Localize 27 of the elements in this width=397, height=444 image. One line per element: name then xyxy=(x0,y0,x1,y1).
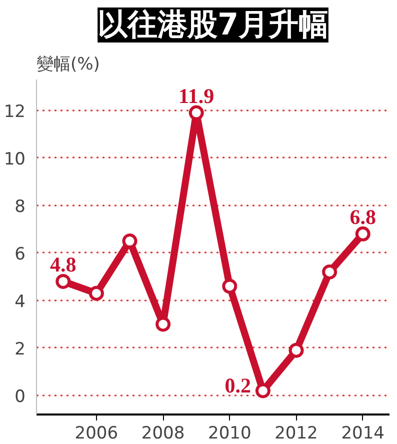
x-tick-label: 2012 xyxy=(274,424,318,444)
point xyxy=(322,264,338,280)
point xyxy=(56,274,71,289)
y-tick-label: 4 xyxy=(14,292,26,312)
point xyxy=(355,226,370,242)
data-label: 6.8 xyxy=(350,204,376,229)
y-tick-label: 8 xyxy=(14,196,26,217)
point xyxy=(88,286,104,301)
y-axis-title: 變幅(%) xyxy=(36,54,100,74)
y-tick-label: 12 xyxy=(4,102,26,122)
point xyxy=(288,342,304,358)
chart-title: 以往港股7月升幅 xyxy=(98,8,328,42)
x-tick-label: 2014 xyxy=(341,424,384,444)
point xyxy=(156,316,171,332)
data-label: 4.8 xyxy=(50,252,76,276)
data-label: 0.2 xyxy=(224,374,251,398)
y-tick-label: 10 xyxy=(4,149,26,170)
point xyxy=(255,383,270,398)
x-tick-label: 2010 xyxy=(208,424,252,444)
x-tick-label: 2006 xyxy=(74,424,118,444)
data-label: 11.9 xyxy=(178,84,214,108)
y-tick-label: 0 xyxy=(14,386,26,407)
y-tick-label: 2 xyxy=(14,339,26,360)
point xyxy=(222,278,238,294)
y-tick-label: 6 xyxy=(14,244,26,264)
x-tick-label: 2008 xyxy=(141,424,185,444)
point xyxy=(188,105,204,120)
